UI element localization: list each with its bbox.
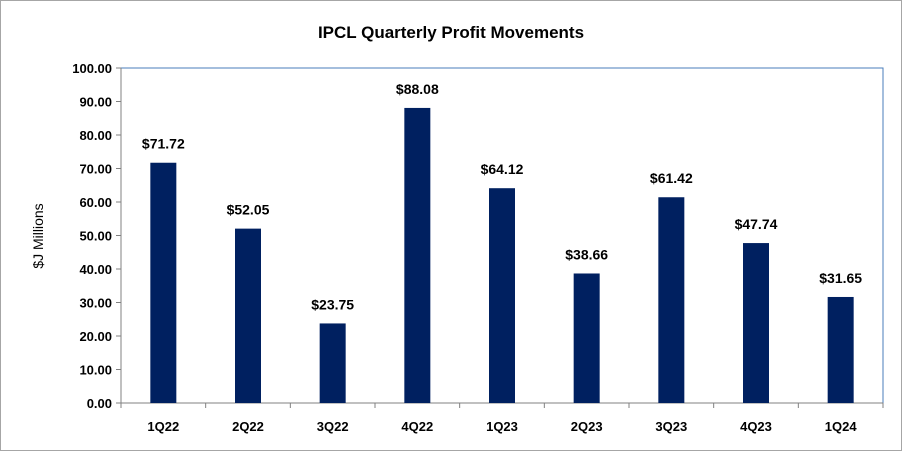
bar-1q22 — [150, 162, 177, 403]
data-label: $23.75 — [311, 296, 354, 312]
y-tick-label: 50.00 — [79, 229, 112, 244]
data-label: $31.65 — [819, 270, 862, 286]
x-axis-ticks: 1Q22 2Q22 3Q22 4Q22 1Q23 2Q23 3Q23 4Q23 1Q24 — [120, 403, 884, 434]
data-labels-group: $71.72 $52.05 $23.75 $88.08 $64.12 $38.66 $61.… — [142, 81, 862, 313]
data-label: $47.74 — [735, 216, 778, 232]
data-label: $52.05 — [227, 202, 270, 218]
bar-1q24 — [827, 296, 854, 403]
x-tick-label: 3Q23 — [655, 419, 687, 434]
bar-3q23 — [658, 197, 685, 403]
data-label: $38.66 — [565, 246, 608, 262]
y-tick-label: 90.00 — [79, 95, 112, 110]
y-tick-label: 100.00 — [72, 61, 112, 76]
bar-4q23 — [743, 243, 769, 403]
y-tick-label: 10.00 — [79, 363, 112, 378]
x-tick-label: 3Q22 — [317, 419, 349, 434]
data-label: $64.12 — [481, 161, 524, 177]
y-tick-label: 80.00 — [79, 128, 112, 143]
y-tick-label: 60.00 — [79, 195, 112, 210]
y-axis-ticks: 0.00 10.00 20.00 30.00 40.00 50.00 60.00 70.00 8… — [72, 61, 121, 411]
y-tick-label: 0.00 — [87, 396, 112, 411]
y-tick-label: 30.00 — [79, 296, 112, 311]
x-tick-label: 4Q22 — [401, 419, 433, 434]
x-tick-label: 1Q24 — [825, 419, 858, 434]
data-label: $61.42 — [650, 170, 693, 186]
y-tick-label: 70.00 — [79, 162, 112, 177]
bar-2q22 — [235, 228, 261, 403]
x-tick-label: 1Q22 — [147, 419, 179, 434]
x-tick-label: 1Q23 — [486, 419, 518, 434]
x-tick-label: 2Q23 — [571, 419, 603, 434]
bar-2q23 — [573, 273, 600, 403]
bar-3q22 — [319, 323, 346, 403]
x-tick-label: 4Q23 — [740, 419, 772, 434]
x-tick-label: 2Q22 — [232, 419, 264, 434]
data-label: $71.72 — [142, 136, 185, 152]
bar-1q23 — [489, 188, 515, 403]
bars-group — [150, 107, 854, 403]
y-tick-label: 20.00 — [79, 329, 112, 344]
y-axis-title: $J Millions — [30, 203, 46, 268]
y-tick-label: 40.00 — [79, 262, 112, 277]
chart-title: IPCL Quarterly Profit Movements — [318, 23, 584, 42]
data-label: $88.08 — [396, 81, 439, 97]
bar-4q22 — [404, 107, 431, 403]
